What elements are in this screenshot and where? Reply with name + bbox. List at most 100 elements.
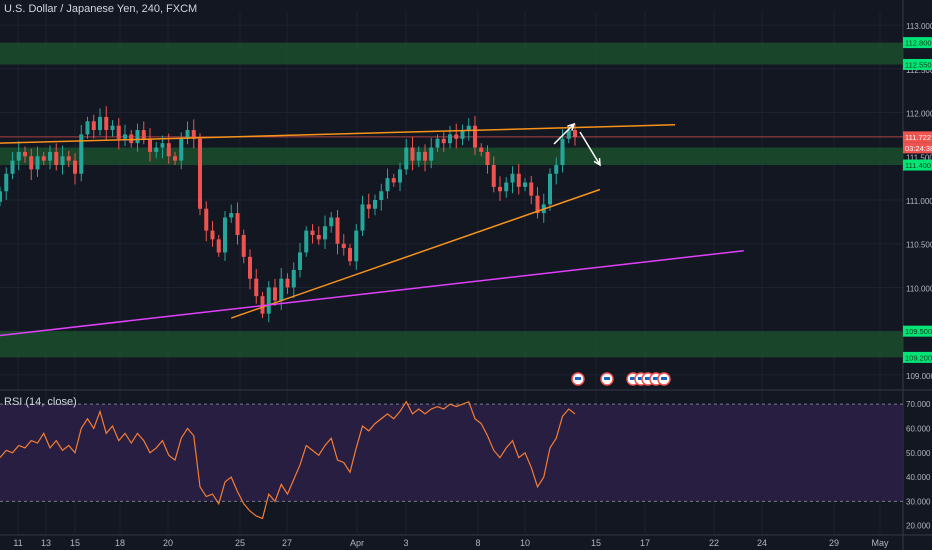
- candle-body: [435, 138, 440, 148]
- rsi-tick-label: 60.000: [906, 424, 931, 433]
- price-tick-label: 112.000: [906, 110, 932, 119]
- price-tags: 112.800 112.550 111.400 109.500 109.200 111.7…: [903, 37, 932, 363]
- candle-body: [191, 130, 196, 139]
- countdown-tag: 03:24:38: [905, 144, 932, 153]
- candle-body: [173, 156, 177, 161]
- candle-body: [204, 208, 209, 231]
- time-tick-label: 18: [115, 538, 125, 548]
- sr-zone: [0, 42, 903, 65]
- time-tick-label: 17: [640, 538, 650, 548]
- candle-body: [216, 239, 221, 253]
- time-tick-label: 3: [403, 538, 408, 548]
- candle-body: [116, 125, 121, 139]
- time-tick-label: 22: [709, 538, 719, 548]
- candle-body: [98, 116, 102, 131]
- rsi-tick-label: 70.000: [906, 400, 931, 409]
- time-tick-label: 29: [829, 538, 839, 548]
- level-tag-bg: [903, 351, 932, 363]
- rsi-tick-label: 50.000: [906, 449, 931, 458]
- trendline: [0, 249, 744, 337]
- candle-body: [429, 147, 434, 161]
- rsi-tick-label: 20.000: [906, 522, 931, 531]
- level-tag: 112.800: [905, 39, 932, 48]
- event-flag-stripe: [661, 377, 667, 380]
- candle-body: [360, 204, 365, 231]
- candle-body: [85, 121, 90, 135]
- candle-body: [198, 138, 202, 209]
- time-tick-label: 27: [282, 538, 292, 548]
- time-tick-label: 11: [13, 538, 22, 548]
- candle-body: [210, 230, 215, 240]
- candle-body: [348, 248, 352, 262]
- level-tag-bg: [903, 159, 932, 171]
- price-tick-label: 113.000: [906, 22, 932, 31]
- candle-body: [35, 156, 40, 170]
- candle-body: [310, 230, 315, 235]
- candle-body: [285, 278, 290, 288]
- candle-body: [441, 138, 446, 144]
- candle-body: [316, 234, 321, 240]
- candle-body: [23, 151, 27, 157]
- rsi-axis[interactable]: 70.000 60.000 50.000 40.000 30.000 20.000: [906, 400, 931, 531]
- time-tick-label: 8: [475, 538, 480, 548]
- candle-body: [154, 147, 159, 152]
- level-tag-bg: [903, 37, 932, 49]
- candle-body: [529, 182, 534, 196]
- price-tick-label: 112.500: [906, 66, 932, 75]
- price-tick-label: 111.500: [906, 153, 932, 162]
- time-tick-label: Apr: [350, 538, 364, 548]
- candle-body: [241, 234, 246, 257]
- candle-body: [510, 173, 515, 183]
- candle-body: [304, 230, 309, 253]
- candle-body: [485, 151, 490, 166]
- rsi-pane: [0, 400, 903, 520]
- current-price-tag-bg: [903, 131, 932, 143]
- candle-body: [104, 116, 109, 131]
- time-tick-label: 25: [235, 538, 245, 548]
- price-tick-label: 109.000: [906, 372, 932, 381]
- trendline: [231, 188, 601, 319]
- level-tag-bg: [903, 58, 932, 70]
- projection-arrows[interactable]: [553, 122, 601, 167]
- trendlines[interactable]: [0, 124, 744, 337]
- time-axis[interactable]: 11 13 15 18 20 25 27 Apr 3 8 10 15 17 22 24 29 May: [13, 538, 889, 548]
- level-tag: 109.200: [905, 353, 932, 362]
- candle-body: [535, 195, 540, 214]
- event-flag-stripe: [645, 377, 651, 380]
- rsi-line: [0, 400, 576, 520]
- candle-body: [373, 200, 377, 209]
- candle-body: [29, 156, 34, 170]
- candle-body: [229, 213, 234, 218]
- candle-body: [60, 156, 65, 166]
- candle-body: [148, 138, 152, 152]
- level-tag-bg: [903, 325, 932, 337]
- candle-body: [516, 173, 521, 187]
- support-resistance-zones: [0, 42, 903, 358]
- candle-body: [548, 173, 552, 205]
- candle-body: [66, 156, 71, 161]
- economic-event-icons[interactable]: [571, 372, 671, 386]
- candle-body: [91, 121, 96, 131]
- candle-body: [141, 130, 146, 139]
- candle-body: [41, 156, 46, 161]
- rsi-title: RSI (14, close): [4, 396, 77, 408]
- candle-body: [454, 134, 459, 139]
- time-tick-label: May: [871, 538, 889, 548]
- trendline: [0, 124, 676, 144]
- time-tick-label: 15: [591, 538, 601, 548]
- price-tick-label: 110.500: [906, 241, 932, 250]
- candle-body: [423, 151, 427, 161]
- time-tick-label: 10: [520, 538, 530, 548]
- event-flag-stripe: [653, 377, 659, 380]
- candle-body: [354, 230, 359, 262]
- candle-body: [129, 134, 134, 144]
- candle-body: [298, 252, 302, 270]
- candle-body: [498, 186, 502, 192]
- candle-body: [566, 130, 571, 139]
- projection-arrow: [579, 131, 601, 166]
- candle-body: [398, 169, 402, 183]
- candle-body: [79, 134, 84, 174]
- level-tag: 112.550: [905, 60, 932, 69]
- candle-body: [573, 130, 577, 138]
